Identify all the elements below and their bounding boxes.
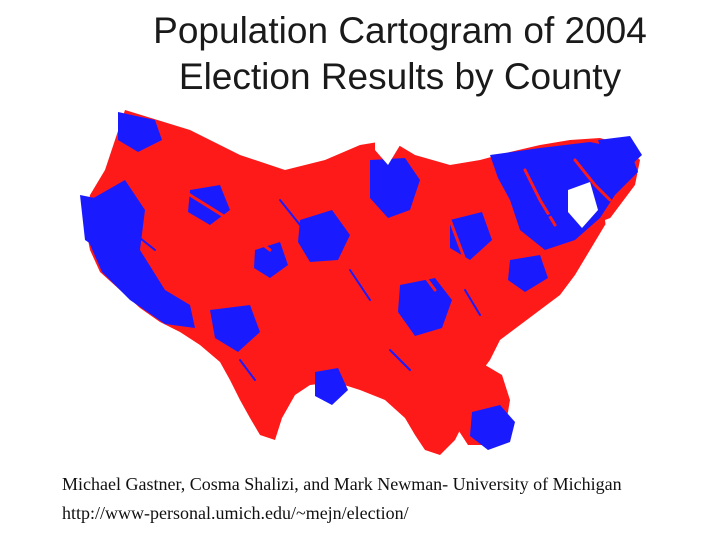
cartogram-blue-florida-south [470,405,515,450]
source-url[interactable]: http://www-personal.umich.edu/~mejn/elec… [62,503,409,523]
cartogram-blue-northeast [490,142,638,250]
cartogram-blue-plains [254,242,288,278]
cartogram-blue-northwest [118,112,162,152]
credit-line: Michael Gastner, Cosma Shalizi, and Mark… [62,474,622,494]
cartogram-blue-southeast [398,278,452,336]
cartogram-map [80,110,642,455]
cartogram-blue-streaks [129,199,561,381]
cartogram-blue-greatlakes [370,158,420,218]
title-line-1: Population Cartogram of 2004 [153,10,647,51]
cartogram-blue-gulf [315,368,348,405]
cartogram-blue-newengland [598,136,642,168]
cartogram-white-gap-lake [375,118,402,165]
slide-title: Population Cartogram of 2004 Election Re… [60,8,720,100]
cartogram-white-gap-northeast [568,182,598,228]
cartogram-blue-texas [210,305,260,352]
cartogram-blue-california [80,195,110,250]
cartogram-blue-pacific [88,180,195,328]
cartogram-white-gap-coast [605,215,620,245]
title-line-2: Election Results by County [178,56,622,97]
cartogram-blue-virginia [508,255,548,292]
cartogram-blue-midwest [298,210,350,262]
cartogram-red-streaks [148,158,612,342]
